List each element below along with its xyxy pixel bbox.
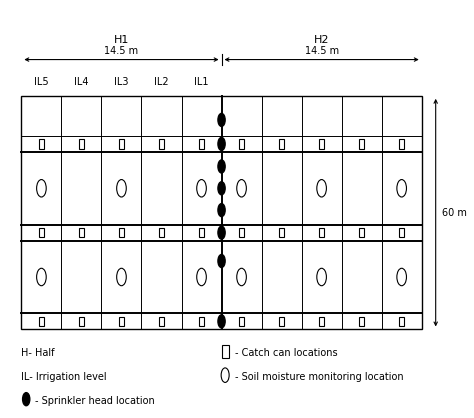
Circle shape <box>218 160 225 173</box>
Text: 14.5 m: 14.5 m <box>104 46 138 56</box>
Bar <box>79 316 84 326</box>
Bar <box>199 316 204 326</box>
Bar <box>399 316 404 326</box>
Bar <box>359 228 364 237</box>
Bar <box>239 316 244 326</box>
Bar <box>359 139 364 149</box>
Bar <box>279 139 284 149</box>
Bar <box>119 228 124 237</box>
Text: H- Half: H- Half <box>21 347 55 357</box>
Bar <box>79 228 84 237</box>
Bar <box>39 316 44 326</box>
Text: IL1: IL1 <box>194 77 209 87</box>
Bar <box>159 139 164 149</box>
Bar <box>39 139 44 149</box>
Circle shape <box>218 138 225 150</box>
Text: IL4: IL4 <box>74 77 89 87</box>
Bar <box>21 96 422 329</box>
Text: IL- Irrigation level: IL- Irrigation level <box>21 372 107 382</box>
Bar <box>159 316 164 326</box>
Bar <box>221 344 229 358</box>
Text: 60 m: 60 m <box>442 208 466 218</box>
Bar <box>319 316 324 326</box>
Bar <box>119 316 124 326</box>
Bar <box>319 228 324 237</box>
Text: - Catch can locations: - Catch can locations <box>235 347 337 357</box>
Circle shape <box>218 204 225 217</box>
Bar <box>119 139 124 149</box>
Bar <box>199 228 204 237</box>
Bar <box>39 228 44 237</box>
Bar <box>79 139 84 149</box>
Bar <box>359 316 364 326</box>
Text: H2: H2 <box>314 35 329 45</box>
Circle shape <box>23 393 30 406</box>
Circle shape <box>218 226 225 239</box>
Text: H1: H1 <box>114 35 129 45</box>
Bar <box>399 228 404 237</box>
Text: IL3: IL3 <box>114 77 129 87</box>
Circle shape <box>218 315 225 328</box>
Bar <box>399 139 404 149</box>
Bar <box>159 228 164 237</box>
Bar <box>199 139 204 149</box>
Bar <box>319 139 324 149</box>
Bar <box>279 316 284 326</box>
Text: IL5: IL5 <box>34 77 49 87</box>
Bar <box>279 228 284 237</box>
Circle shape <box>218 113 225 127</box>
Text: 14.5 m: 14.5 m <box>305 46 339 56</box>
Bar <box>239 228 244 237</box>
Circle shape <box>218 182 225 195</box>
Circle shape <box>218 255 225 268</box>
Text: IL2: IL2 <box>154 77 169 87</box>
Text: - Soil moisture monitoring location: - Soil moisture monitoring location <box>235 372 403 382</box>
Text: - Sprinkler head location: - Sprinkler head location <box>36 395 155 405</box>
Bar <box>239 139 244 149</box>
